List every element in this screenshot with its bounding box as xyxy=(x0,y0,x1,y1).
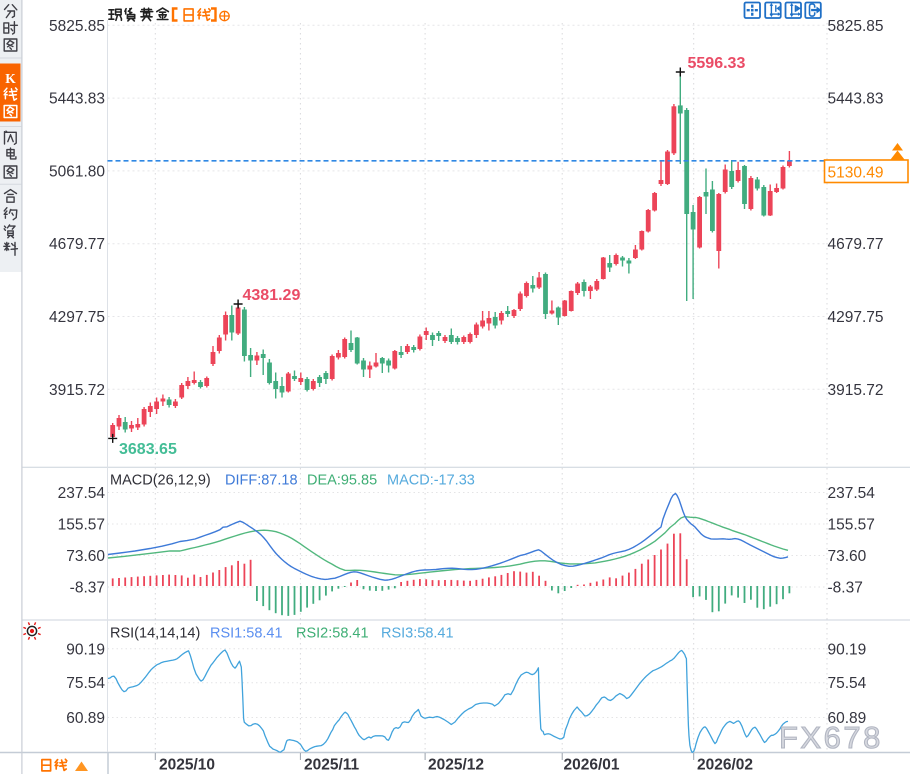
svg-text:2025/12: 2025/12 xyxy=(428,757,484,774)
svg-text:155.57: 155.57 xyxy=(828,517,875,534)
svg-text:5825.85: 5825.85 xyxy=(49,18,105,35)
svg-text:5825.85: 5825.85 xyxy=(828,18,884,35)
svg-text:DIFF:87.18: DIFF:87.18 xyxy=(225,473,298,489)
svg-text:90.19: 90.19 xyxy=(66,641,105,658)
svg-text:2025/11: 2025/11 xyxy=(304,757,360,774)
svg-text:FX678: FX678 xyxy=(779,720,883,755)
svg-text:-8.37: -8.37 xyxy=(70,580,105,597)
svg-text:155.57: 155.57 xyxy=(58,517,105,534)
svg-text:73.60: 73.60 xyxy=(66,548,105,565)
svg-text:90.19: 90.19 xyxy=(828,641,867,658)
svg-text:RSI1:58.41: RSI1:58.41 xyxy=(210,626,283,642)
svg-text:DEA:95.85: DEA:95.85 xyxy=(307,473,377,489)
svg-text:4297.75: 4297.75 xyxy=(49,309,105,326)
svg-text:2025/10: 2025/10 xyxy=(159,757,215,774)
svg-text:-8.37: -8.37 xyxy=(828,580,863,597)
svg-text:3915.72: 3915.72 xyxy=(49,382,105,399)
svg-text:5443.83: 5443.83 xyxy=(828,91,884,108)
svg-text:5596.33: 5596.33 xyxy=(688,55,746,72)
svg-text:75.54: 75.54 xyxy=(828,675,867,692)
svg-text:RSI2:58.41: RSI2:58.41 xyxy=(296,626,369,642)
svg-text:4679.77: 4679.77 xyxy=(828,236,884,253)
svg-text:RSI3:58.41: RSI3:58.41 xyxy=(381,626,454,642)
svg-text:73.60: 73.60 xyxy=(828,548,867,565)
svg-text:237.54: 237.54 xyxy=(828,485,876,502)
svg-text:4381.29: 4381.29 xyxy=(243,287,301,304)
svg-text:K: K xyxy=(5,71,16,86)
svg-text:5061.80: 5061.80 xyxy=(49,163,105,180)
svg-text:237.54: 237.54 xyxy=(58,485,106,502)
svg-text:75.54: 75.54 xyxy=(66,675,105,692)
svg-text:3683.65: 3683.65 xyxy=(119,441,177,458)
svg-text:5130.49: 5130.49 xyxy=(828,165,884,182)
svg-text:2026/01: 2026/01 xyxy=(564,757,620,774)
svg-text:5443.83: 5443.83 xyxy=(49,91,105,108)
svg-text:RSI(14,14,14): RSI(14,14,14) xyxy=(110,626,200,642)
svg-text:3915.72: 3915.72 xyxy=(828,382,884,399)
svg-text:60.89: 60.89 xyxy=(828,710,867,727)
svg-text:4297.75: 4297.75 xyxy=(828,309,884,326)
svg-text:MACD(26,12,9): MACD(26,12,9) xyxy=(110,473,211,489)
svg-text:4679.77: 4679.77 xyxy=(49,236,105,253)
svg-text:MACD:-17.33: MACD:-17.33 xyxy=(387,473,475,489)
svg-text:2026/02: 2026/02 xyxy=(697,757,753,774)
svg-text:60.89: 60.89 xyxy=(66,710,105,727)
